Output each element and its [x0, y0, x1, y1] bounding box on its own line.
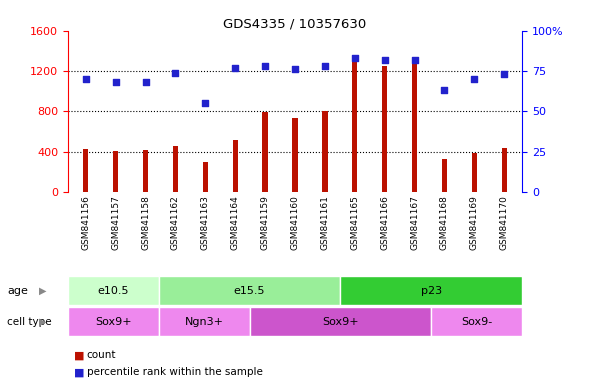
- Bar: [159, 276, 340, 305]
- Point: [111, 79, 120, 85]
- Point: [440, 87, 449, 93]
- Bar: [83, 149, 88, 192]
- Bar: [159, 307, 250, 336]
- Text: Sox9+: Sox9+: [95, 316, 132, 327]
- Bar: [232, 140, 238, 192]
- Text: GDS4335 / 10357630: GDS4335 / 10357630: [224, 17, 366, 30]
- Text: GSM841157: GSM841157: [111, 195, 120, 250]
- Text: p23: p23: [421, 286, 442, 296]
- Text: GSM841158: GSM841158: [141, 195, 150, 250]
- Text: ■: ■: [74, 367, 84, 377]
- Text: e10.5: e10.5: [97, 286, 129, 296]
- Bar: [143, 150, 148, 192]
- Text: GSM841166: GSM841166: [380, 195, 389, 250]
- Point: [141, 79, 150, 85]
- Text: GSM841165: GSM841165: [350, 195, 359, 250]
- Point: [320, 63, 330, 69]
- Bar: [68, 307, 159, 336]
- Text: Sox9-: Sox9-: [461, 316, 492, 327]
- Text: Ngn3+: Ngn3+: [185, 316, 224, 327]
- Text: Sox9+: Sox9+: [322, 316, 359, 327]
- Text: GSM841170: GSM841170: [500, 195, 509, 250]
- Text: ■: ■: [74, 350, 84, 360]
- Text: GSM841167: GSM841167: [410, 195, 419, 250]
- Bar: [173, 146, 178, 192]
- Bar: [412, 60, 417, 192]
- Bar: [502, 148, 507, 192]
- Bar: [442, 159, 447, 192]
- Point: [500, 71, 509, 77]
- Text: cell type: cell type: [7, 316, 52, 327]
- Text: GSM841162: GSM841162: [171, 195, 180, 250]
- Text: GSM841163: GSM841163: [201, 195, 210, 250]
- Point: [290, 66, 300, 73]
- Bar: [352, 55, 358, 192]
- Point: [201, 100, 210, 106]
- Text: count: count: [87, 350, 116, 360]
- Text: GSM841161: GSM841161: [320, 195, 329, 250]
- Point: [380, 57, 389, 63]
- Text: GSM841168: GSM841168: [440, 195, 449, 250]
- Text: ▶: ▶: [39, 316, 46, 327]
- Bar: [382, 66, 388, 192]
- Point: [171, 70, 180, 76]
- Bar: [340, 276, 522, 305]
- Point: [81, 76, 90, 82]
- Bar: [202, 162, 208, 192]
- Text: e15.5: e15.5: [234, 286, 266, 296]
- Text: GSM841164: GSM841164: [231, 195, 240, 250]
- Text: GSM841160: GSM841160: [290, 195, 300, 250]
- Bar: [263, 113, 268, 192]
- Text: GSM841169: GSM841169: [470, 195, 479, 250]
- Text: percentile rank within the sample: percentile rank within the sample: [87, 367, 263, 377]
- Point: [231, 65, 240, 71]
- Point: [260, 63, 270, 69]
- Bar: [250, 307, 431, 336]
- Bar: [322, 111, 327, 192]
- Text: GSM841159: GSM841159: [261, 195, 270, 250]
- Bar: [431, 307, 522, 336]
- Point: [410, 57, 419, 63]
- Text: ▶: ▶: [39, 286, 46, 296]
- Bar: [68, 276, 159, 305]
- Bar: [292, 118, 298, 192]
- Point: [350, 55, 359, 61]
- Bar: [113, 151, 119, 192]
- Point: [470, 76, 479, 82]
- Text: age: age: [7, 286, 28, 296]
- Bar: [471, 153, 477, 192]
- Text: GSM841156: GSM841156: [81, 195, 90, 250]
